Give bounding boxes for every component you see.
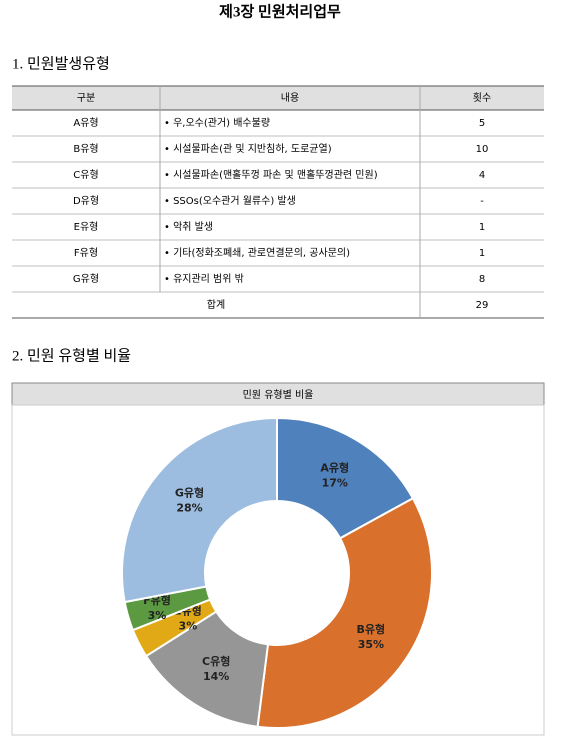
- column-header: 횟수: [473, 92, 491, 104]
- slice-value-label: 3%: [179, 619, 198, 632]
- row-content: • 시설물파손(관 및 지반침하, 도로균열): [164, 142, 332, 155]
- row-cell: E유형: [74, 221, 99, 233]
- row-cell: B유형: [73, 143, 98, 155]
- slice-value-label: 35%: [358, 638, 384, 651]
- donut-slice: [256, 496, 433, 729]
- slice-value-label: 17%: [322, 476, 348, 489]
- total-label: 합계: [207, 299, 225, 311]
- row-content: • 우,오수(관거) 배수불량: [164, 117, 270, 129]
- row-cell: G유형: [73, 273, 99, 285]
- row-content: • 기타(정화조폐쇄, 관로연결문의, 공사문의): [164, 247, 350, 259]
- donut-slice: [121, 416, 278, 604]
- chart-title: 민원 유형별 비율: [243, 389, 314, 401]
- slice-value-label: 14%: [203, 670, 229, 683]
- row-cell: F유형: [74, 247, 98, 259]
- slice-category: A유형: [320, 460, 349, 474]
- donut-slice: [276, 416, 415, 540]
- column-header: 내용: [281, 92, 299, 104]
- row-content: • SSOs(오수관거 월류수) 발생: [164, 195, 296, 207]
- section-heading: 1. 민원발생유형: [12, 55, 110, 72]
- row-content: • 유지관리 범위 밖: [164, 272, 244, 285]
- row-content: • 악취 발생: [164, 221, 213, 233]
- row-cell: A유형: [73, 117, 98, 129]
- section-heading: 2. 민원 유형별 비율: [12, 347, 131, 364]
- column-header: 구분: [77, 92, 95, 104]
- row-cell: D유형: [73, 195, 99, 207]
- row-cell: 1: [479, 248, 485, 259]
- slice-value-label: 28%: [176, 502, 202, 515]
- chart-frame: [11, 404, 545, 736]
- table-header-bg: [12, 86, 544, 110]
- row-cell: 4: [479, 170, 485, 181]
- row-cell: 8: [479, 274, 485, 285]
- total-value: 29: [476, 300, 489, 311]
- row-content: • 시설물파손(맨홀뚜껑 파손 및 맨홀뚜껑관련 민원): [164, 168, 378, 181]
- slice-category: C유형: [202, 654, 230, 668]
- donut-slice: [144, 610, 270, 728]
- row-cell: C유형: [73, 169, 98, 181]
- row-cell: 10: [476, 144, 489, 155]
- slice-category: B유형: [357, 622, 386, 636]
- slice-value-label: 3%: [148, 609, 167, 622]
- page-title: 제3장 민원처리업무: [219, 2, 341, 20]
- row-cell: 5: [479, 118, 485, 129]
- slice-category: G유형: [175, 486, 204, 500]
- row-cell: -: [480, 196, 484, 207]
- row-cell: 1: [479, 222, 485, 233]
